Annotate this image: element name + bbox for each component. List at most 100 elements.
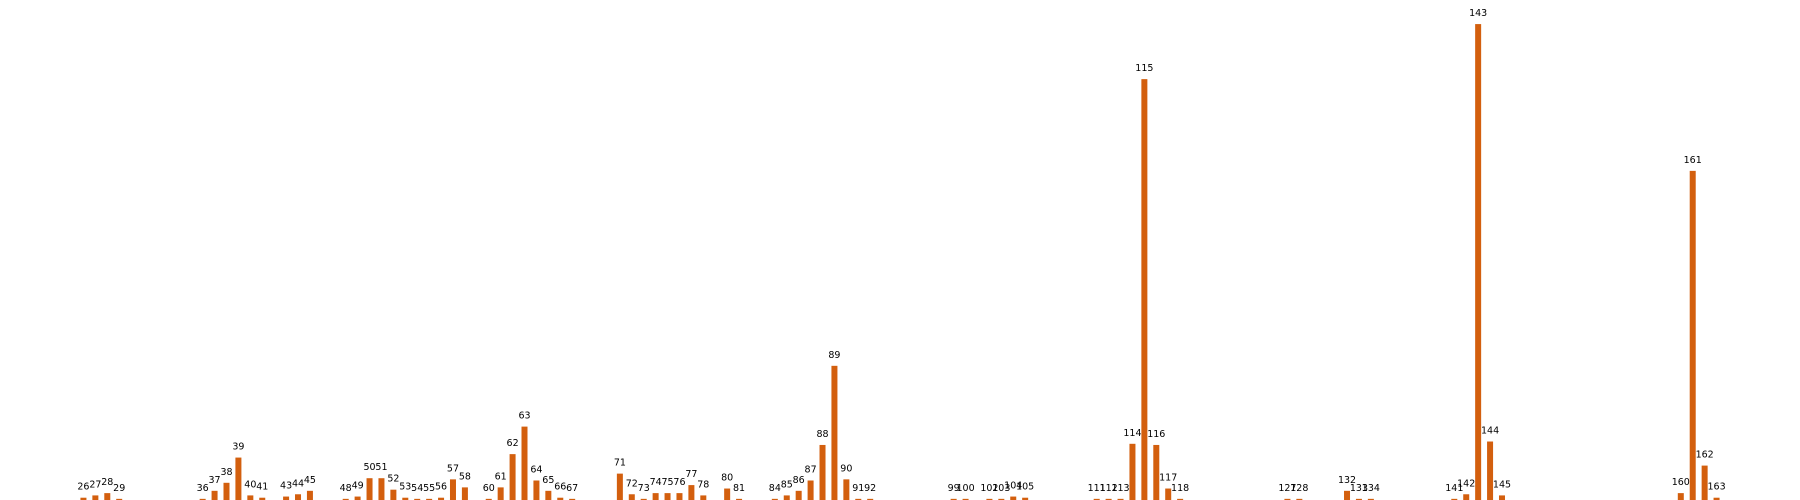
bar-label: 161 <box>1684 155 1702 166</box>
bar-label: 71 <box>614 458 626 469</box>
bar <box>1093 498 1100 500</box>
bar-label: 55 <box>423 483 435 494</box>
bar <box>843 479 850 500</box>
bar-label: 57 <box>447 463 459 474</box>
bar-label: 66 <box>554 482 566 493</box>
bar-label: 52 <box>387 474 399 485</box>
bar-label: 163 <box>1707 482 1725 493</box>
bar <box>962 498 969 500</box>
bar-label: 39 <box>232 442 244 453</box>
bar-label: 65 <box>542 475 554 486</box>
bar-label: 61 <box>495 471 507 482</box>
bar <box>461 487 468 500</box>
bar-label: 115 <box>1135 63 1153 74</box>
bar <box>306 490 313 500</box>
bar <box>1367 498 1374 500</box>
bar <box>378 478 385 500</box>
bar-label: 100 <box>956 483 974 494</box>
bar <box>199 498 206 500</box>
bar-label: 29 <box>113 483 125 494</box>
bar <box>819 444 826 500</box>
bar <box>950 498 957 500</box>
bar <box>1463 494 1470 500</box>
bar-label: 76 <box>673 477 685 488</box>
bar <box>533 480 540 500</box>
bar-label: 26 <box>77 482 89 493</box>
bar-label: 77 <box>685 469 697 480</box>
bar <box>1177 498 1184 500</box>
bar-label: 87 <box>805 465 817 476</box>
bar-label: 134 <box>1362 483 1380 494</box>
bar <box>569 498 576 500</box>
bar <box>104 493 111 500</box>
bar <box>259 497 266 500</box>
bar-label: 48 <box>340 483 352 494</box>
bar-label: 62 <box>507 438 519 449</box>
bar-label: 88 <box>816 429 828 440</box>
bar-label: 132 <box>1338 475 1356 486</box>
bar <box>211 490 218 500</box>
bar <box>1165 488 1172 500</box>
bar <box>1010 496 1017 500</box>
bar <box>295 494 302 500</box>
bar-label: 99 <box>948 483 960 494</box>
bar <box>831 365 838 500</box>
bar-label: 44 <box>292 478 304 489</box>
bar-label: 80 <box>721 473 733 484</box>
bar <box>724 488 731 500</box>
bar <box>1701 465 1708 500</box>
bar-label: 60 <box>483 483 495 494</box>
bar-label: 45 <box>304 475 316 486</box>
bar-label: 58 <box>459 471 471 482</box>
bar <box>1713 497 1720 500</box>
bar-label: 67 <box>566 483 578 494</box>
bar-label: 38 <box>220 467 232 478</box>
bar-label: 141 <box>1445 483 1463 494</box>
bar-label: 86 <box>793 475 805 486</box>
bar <box>700 495 707 500</box>
bar <box>1117 498 1124 500</box>
bar <box>1451 498 1458 500</box>
bar <box>986 498 993 500</box>
bar <box>223 482 230 500</box>
bar <box>116 498 123 500</box>
bar-label: 145 <box>1493 479 1511 490</box>
bar-label: 75 <box>662 477 674 488</box>
bar-label: 92 <box>864 483 876 494</box>
bar <box>485 498 492 500</box>
bar-label: 74 <box>650 477 662 488</box>
bar <box>390 489 397 500</box>
bar-label: 102 <box>980 483 998 494</box>
bar-label: 27 <box>89 479 101 490</box>
bar-label: 37 <box>209 475 221 486</box>
bar <box>688 485 695 500</box>
bar <box>1487 441 1494 500</box>
bar <box>1129 443 1136 500</box>
bar <box>664 493 671 500</box>
bar <box>1022 497 1029 500</box>
bar <box>402 497 409 500</box>
bar-label: 50 <box>363 462 375 473</box>
bar <box>807 480 814 500</box>
bar-label: 114 <box>1123 428 1141 439</box>
bar <box>783 495 790 500</box>
bar <box>736 498 743 500</box>
bar-label: 103 <box>992 483 1010 494</box>
bar-label: 127 <box>1278 483 1296 494</box>
bar-label: 54 <box>411 483 423 494</box>
bar-label: 162 <box>1696 450 1714 461</box>
bar <box>616 473 623 500</box>
bar <box>438 497 445 500</box>
bar-label: 63 <box>518 411 530 422</box>
bar <box>652 493 659 500</box>
bar <box>92 495 99 500</box>
bar <box>998 498 1005 500</box>
bar <box>557 497 564 500</box>
bar <box>1677 493 1684 500</box>
bar <box>1153 444 1160 500</box>
bar <box>449 479 456 500</box>
bar-label: 49 <box>352 481 364 492</box>
bar <box>1284 498 1291 500</box>
bar <box>521 426 528 500</box>
bar-label: 43 <box>280 481 292 492</box>
